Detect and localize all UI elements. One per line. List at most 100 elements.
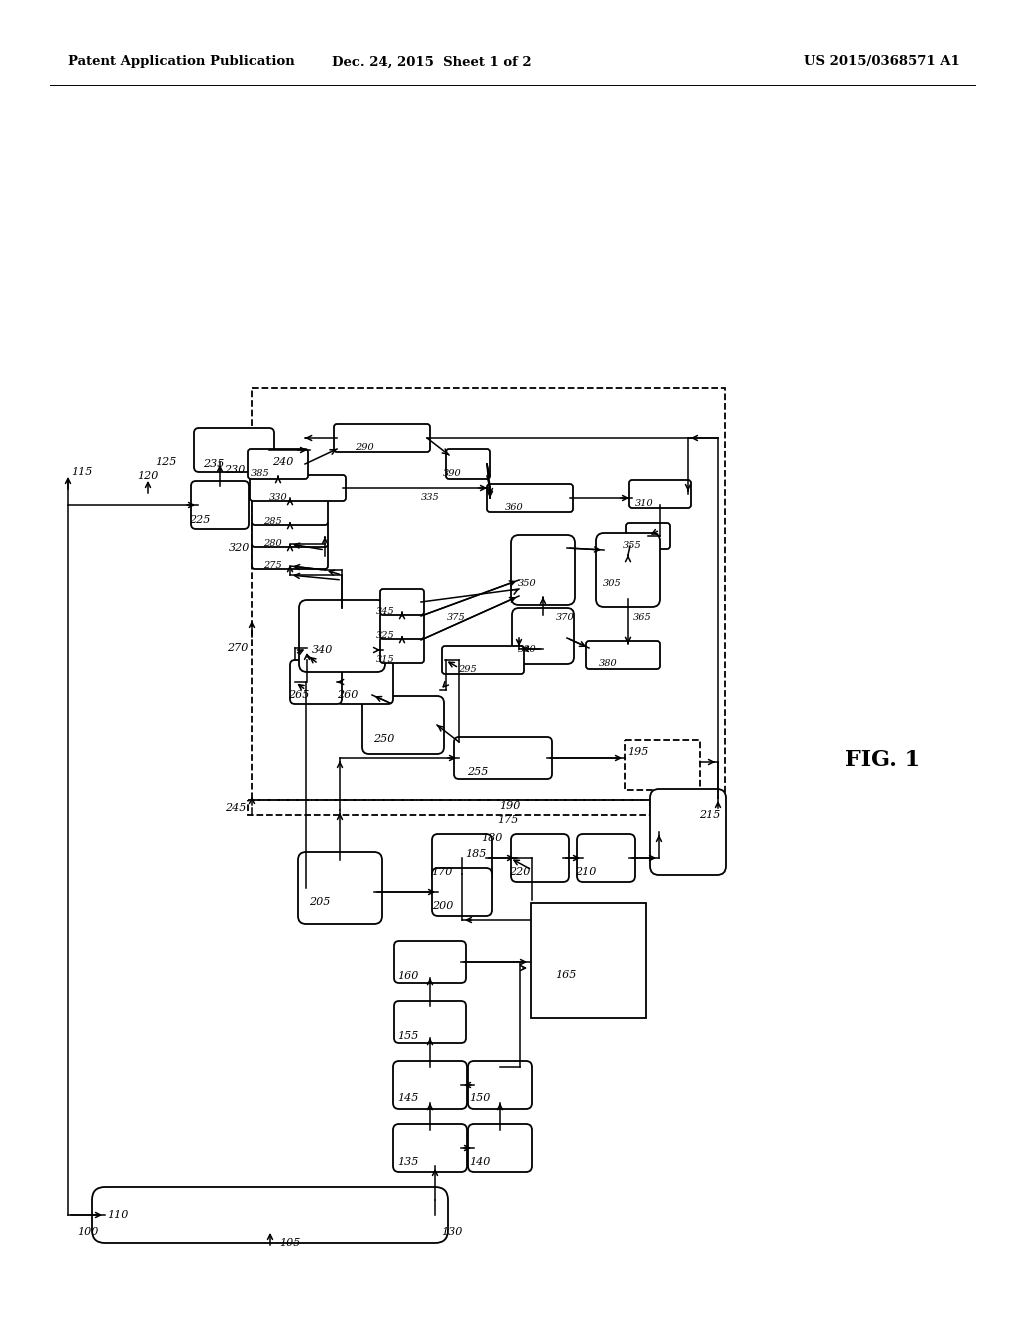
Text: 300: 300 xyxy=(517,645,537,655)
Text: 215: 215 xyxy=(699,810,721,820)
FancyBboxPatch shape xyxy=(454,737,552,779)
Text: US 2015/0368571 A1: US 2015/0368571 A1 xyxy=(804,55,961,69)
Text: 260: 260 xyxy=(337,690,358,700)
FancyBboxPatch shape xyxy=(432,834,492,882)
Text: 150: 150 xyxy=(469,1093,490,1104)
Text: 115: 115 xyxy=(72,467,93,477)
FancyBboxPatch shape xyxy=(511,834,569,882)
Text: 375: 375 xyxy=(446,614,465,623)
Bar xyxy=(252,388,725,800)
Text: 385: 385 xyxy=(251,469,269,478)
FancyBboxPatch shape xyxy=(394,1001,466,1043)
Text: 190: 190 xyxy=(500,801,520,810)
Text: 275: 275 xyxy=(262,561,282,569)
Text: 380: 380 xyxy=(599,660,617,668)
FancyBboxPatch shape xyxy=(362,696,444,754)
FancyBboxPatch shape xyxy=(194,428,274,473)
Text: 345: 345 xyxy=(376,607,394,616)
Text: 120: 120 xyxy=(137,471,159,480)
Bar xyxy=(530,903,645,1018)
Text: 135: 135 xyxy=(397,1158,419,1167)
FancyBboxPatch shape xyxy=(468,1125,532,1172)
Text: 140: 140 xyxy=(469,1158,490,1167)
Text: FIG. 1: FIG. 1 xyxy=(845,748,921,771)
FancyBboxPatch shape xyxy=(586,642,660,669)
FancyBboxPatch shape xyxy=(446,449,490,479)
Text: 180: 180 xyxy=(481,833,503,843)
FancyBboxPatch shape xyxy=(334,424,430,451)
FancyBboxPatch shape xyxy=(380,589,424,615)
FancyBboxPatch shape xyxy=(290,660,342,704)
Text: 250: 250 xyxy=(374,734,394,744)
FancyBboxPatch shape xyxy=(511,535,575,605)
Text: 310: 310 xyxy=(635,499,653,507)
FancyBboxPatch shape xyxy=(393,1125,467,1172)
Text: 110: 110 xyxy=(108,1210,129,1220)
FancyBboxPatch shape xyxy=(626,523,670,549)
Text: 235: 235 xyxy=(204,459,224,469)
Text: 175: 175 xyxy=(498,814,519,825)
FancyBboxPatch shape xyxy=(92,1187,449,1243)
FancyBboxPatch shape xyxy=(298,851,382,924)
Text: 230: 230 xyxy=(224,465,246,475)
Text: Dec. 24, 2015  Sheet 1 of 2: Dec. 24, 2015 Sheet 1 of 2 xyxy=(332,55,531,69)
Text: 220: 220 xyxy=(509,867,530,876)
Text: 165: 165 xyxy=(555,970,577,979)
Text: 305: 305 xyxy=(603,579,622,589)
Text: 325: 325 xyxy=(376,631,394,640)
Text: 280: 280 xyxy=(262,539,282,548)
FancyBboxPatch shape xyxy=(487,484,573,512)
Text: 295: 295 xyxy=(458,664,476,673)
Text: 205: 205 xyxy=(309,898,331,907)
Bar xyxy=(248,800,650,814)
Text: 125: 125 xyxy=(156,457,177,467)
Text: 145: 145 xyxy=(397,1093,419,1104)
Text: 360: 360 xyxy=(505,503,523,511)
Text: 210: 210 xyxy=(575,867,597,876)
Text: 155: 155 xyxy=(397,1031,419,1041)
FancyBboxPatch shape xyxy=(250,475,346,502)
FancyBboxPatch shape xyxy=(596,533,660,607)
Text: 290: 290 xyxy=(354,444,374,453)
FancyBboxPatch shape xyxy=(191,480,249,529)
FancyBboxPatch shape xyxy=(380,612,424,639)
FancyBboxPatch shape xyxy=(468,1061,532,1109)
Text: 270: 270 xyxy=(227,643,249,653)
Text: Patent Application Publication: Patent Application Publication xyxy=(68,55,295,69)
FancyBboxPatch shape xyxy=(393,1061,467,1109)
Text: 130: 130 xyxy=(441,1228,463,1237)
FancyBboxPatch shape xyxy=(299,601,385,672)
Text: 390: 390 xyxy=(442,469,462,478)
Bar xyxy=(625,741,700,789)
FancyBboxPatch shape xyxy=(248,449,308,479)
Text: 225: 225 xyxy=(189,515,211,525)
FancyBboxPatch shape xyxy=(252,499,328,525)
Text: 255: 255 xyxy=(467,767,488,777)
Text: 370: 370 xyxy=(556,614,574,623)
Text: 160: 160 xyxy=(397,972,419,981)
FancyBboxPatch shape xyxy=(337,660,393,704)
FancyBboxPatch shape xyxy=(432,869,492,916)
Text: 365: 365 xyxy=(633,614,651,623)
Text: 330: 330 xyxy=(268,492,288,502)
Text: 170: 170 xyxy=(431,867,453,876)
Text: 335: 335 xyxy=(421,494,439,503)
Text: 320: 320 xyxy=(229,543,251,553)
Text: 265: 265 xyxy=(289,690,309,700)
Text: 285: 285 xyxy=(262,516,282,525)
Text: 185: 185 xyxy=(465,849,486,859)
FancyBboxPatch shape xyxy=(650,789,726,875)
Text: 355: 355 xyxy=(623,540,641,549)
Text: 240: 240 xyxy=(272,457,294,467)
FancyBboxPatch shape xyxy=(577,834,635,882)
Text: 200: 200 xyxy=(432,902,454,911)
FancyBboxPatch shape xyxy=(442,645,524,675)
Text: 100: 100 xyxy=(78,1228,98,1237)
Text: 105: 105 xyxy=(280,1238,301,1247)
Text: 245: 245 xyxy=(225,803,247,813)
FancyBboxPatch shape xyxy=(629,480,691,508)
Text: 315: 315 xyxy=(376,656,394,664)
FancyBboxPatch shape xyxy=(252,521,328,546)
Text: 195: 195 xyxy=(628,747,648,756)
FancyBboxPatch shape xyxy=(380,638,424,663)
